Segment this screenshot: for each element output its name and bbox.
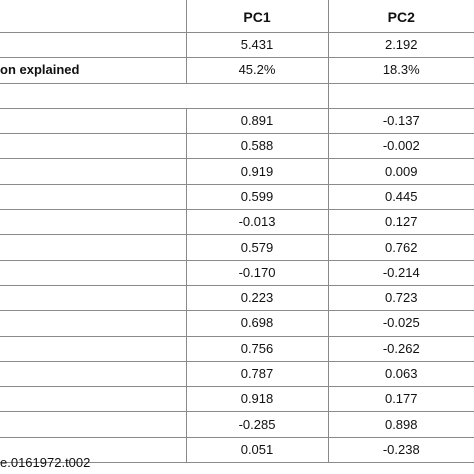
- loading-pc1: 0.588: [186, 133, 329, 160]
- loading-pc1: 0.891: [186, 108, 329, 135]
- loading-pc1: -0.170: [186, 260, 329, 286]
- variable-label-cell: [0, 310, 187, 337]
- loading-rows: 0.891 -0.137 0.588 -0.002 0.919 0.009 0.599 0.4…: [0, 108, 474, 464]
- header-label-cell: [0, 0, 187, 33]
- loading-row: 0.756 -0.262: [0, 336, 474, 362]
- section-label-cell: [0, 83, 329, 109]
- eigenvalue-pc1: 5.431: [186, 32, 329, 59]
- eigenvalue-row: 5.431 2.192: [0, 32, 474, 59]
- loading-pc2: -0.214: [328, 260, 474, 286]
- loading-row: 0.787 0.063: [0, 361, 474, 388]
- loading-pc1: 0.919: [186, 158, 329, 185]
- variable-label-cell: [0, 437, 187, 464]
- variance-row: on explained 45.2% 18.3%: [0, 57, 474, 84]
- variable-label-cell: [0, 285, 187, 312]
- loading-pc1: 0.756: [186, 336, 329, 362]
- loading-row: -0.013 0.127: [0, 209, 474, 236]
- loading-pc2: -0.002: [328, 133, 474, 160]
- loading-pc1: -0.285: [186, 411, 329, 438]
- variable-label-cell: [0, 336, 187, 362]
- loading-pc1: 0.787: [186, 361, 329, 388]
- loading-row: -0.170 -0.214: [0, 260, 474, 286]
- doi-footnote: e.0161972.t002: [0, 455, 91, 470]
- loading-pc2: 0.127: [328, 209, 474, 236]
- loading-pc2: 0.063: [328, 361, 474, 388]
- eigenvalue-pc2: 2.192: [328, 32, 474, 59]
- loading-pc2: 0.445: [328, 184, 474, 211]
- pca-loadings-table: PC1 PC2 5.431 2.192 on explained 45.2% 1…: [0, 0, 474, 464]
- variable-label-cell: [0, 234, 187, 261]
- loading-row: 0.051 -0.238: [0, 437, 474, 464]
- loading-pc1: 0.579: [186, 234, 329, 261]
- loading-pc1: 0.051: [186, 437, 329, 464]
- variance-pc2: 18.3%: [328, 57, 474, 84]
- header-pc1: PC1: [186, 0, 329, 33]
- section-pc2-cell: [328, 83, 474, 109]
- loading-pc1: 0.223: [186, 285, 329, 312]
- loading-pc2: 0.723: [328, 285, 474, 312]
- section-row: [0, 83, 474, 109]
- loading-pc1: 0.918: [186, 386, 329, 413]
- loading-pc2: 0.177: [328, 386, 474, 413]
- loading-pc1: 0.599: [186, 184, 329, 211]
- variable-label-cell: [0, 260, 187, 286]
- variable-label-cell: [0, 361, 187, 388]
- variable-label-cell: [0, 386, 187, 413]
- loading-row: -0.285 0.898: [0, 411, 474, 438]
- eigenvalue-label-cell: [0, 32, 187, 59]
- loading-pc1: 0.698: [186, 310, 329, 337]
- loading-pc2: -0.137: [328, 108, 474, 135]
- loading-pc2: 0.009: [328, 158, 474, 185]
- loading-pc2: -0.238: [328, 437, 474, 464]
- variable-label-cell: [0, 108, 187, 135]
- loading-pc1: -0.013: [186, 209, 329, 236]
- loading-row: 0.579 0.762: [0, 234, 474, 261]
- variable-label-cell: [0, 209, 187, 236]
- loading-row: 0.698 -0.025: [0, 310, 474, 337]
- loading-pc2: -0.262: [328, 336, 474, 362]
- loading-pc2: -0.025: [328, 310, 474, 337]
- variable-label-cell: [0, 411, 187, 438]
- loading-row: 0.919 0.009: [0, 158, 474, 185]
- variable-label-cell: [0, 133, 187, 160]
- loading-row: 0.588 -0.002: [0, 133, 474, 160]
- header-pc2: PC2: [328, 0, 474, 33]
- loading-row: 0.918 0.177: [0, 386, 474, 413]
- loading-pc2: 0.762: [328, 234, 474, 261]
- loading-row: 0.891 -0.137: [0, 108, 474, 135]
- loading-row: 0.599 0.445: [0, 184, 474, 211]
- variance-label: on explained: [0, 57, 187, 84]
- variance-pc1: 45.2%: [186, 57, 329, 84]
- variable-label-cell: [0, 158, 187, 185]
- variable-label-cell: [0, 184, 187, 211]
- loading-pc2: 0.898: [328, 411, 474, 438]
- header-row: PC1 PC2: [0, 0, 474, 33]
- loading-row: 0.223 0.723: [0, 285, 474, 312]
